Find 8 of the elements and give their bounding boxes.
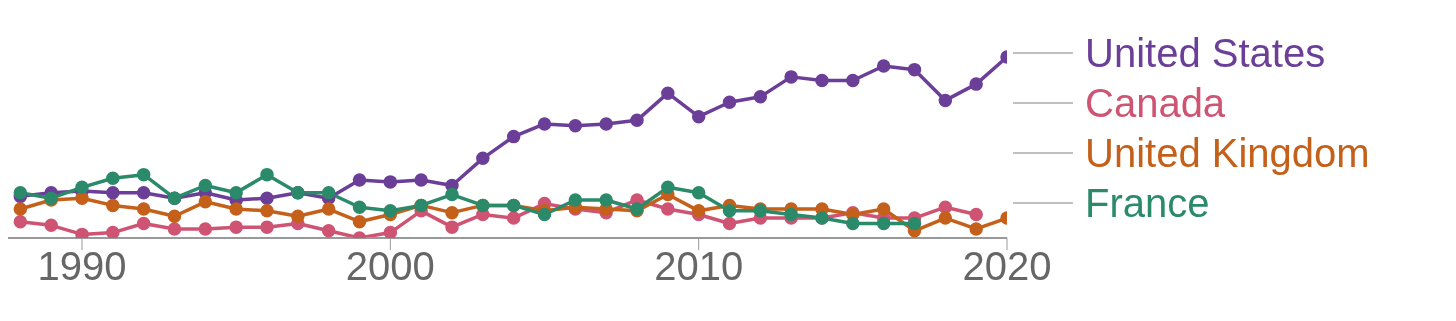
x-tick-label: 2000 bbox=[345, 244, 435, 289]
text: France bbox=[1085, 180, 1210, 227]
text: United Kingdom bbox=[1085, 130, 1370, 177]
x-tick-label: 1990 bbox=[37, 244, 127, 289]
series-label: United States bbox=[1085, 30, 1326, 77]
x-tick-label: 2010 bbox=[654, 244, 744, 289]
text: Canada bbox=[1085, 80, 1226, 127]
x-tick-label: 2020 bbox=[962, 244, 1052, 289]
